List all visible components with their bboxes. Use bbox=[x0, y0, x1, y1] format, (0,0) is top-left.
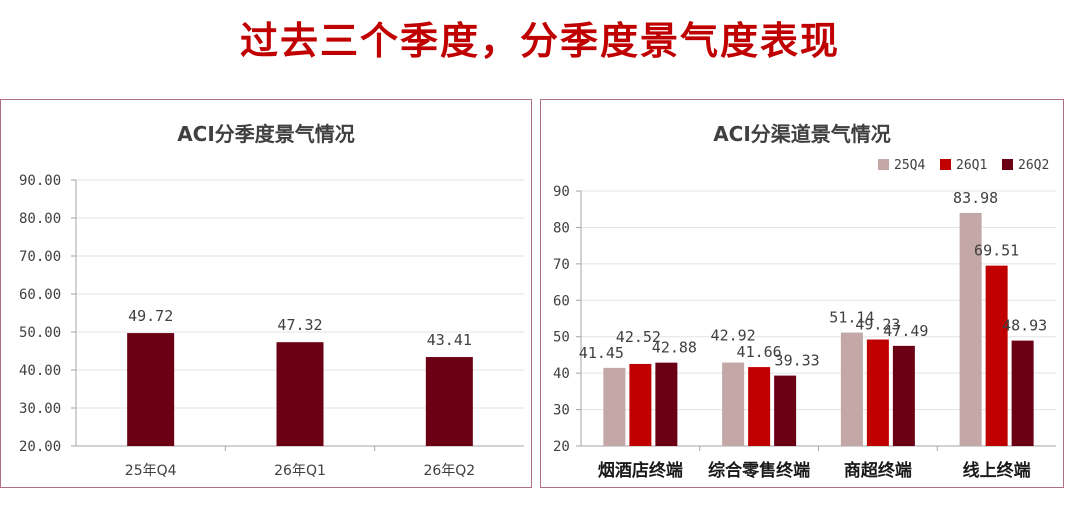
bar bbox=[629, 363, 652, 446]
y-tick-label: 60 bbox=[553, 293, 570, 309]
x-tick-label: 25年Q4 bbox=[125, 463, 177, 479]
bar bbox=[1011, 340, 1034, 446]
data-label: 48.93 bbox=[1002, 317, 1047, 335]
data-label: 41.45 bbox=[579, 344, 624, 362]
bar bbox=[892, 345, 915, 446]
bar bbox=[655, 362, 678, 446]
legend-swatch bbox=[878, 159, 889, 170]
bar bbox=[425, 357, 473, 446]
data-label: 47.49 bbox=[883, 322, 928, 340]
y-tick-label: 20.00 bbox=[19, 439, 61, 455]
quarterly-aci-chart-panel: ACI分季度景气情况 20.00 30.00 40.00 50.00 60.00 70.0… bbox=[0, 99, 532, 488]
quarterly-aci-chart: 20.00 30.00 40.00 50.00 60.00 70.00 80.00 90.00… bbox=[19, 173, 524, 479]
bar bbox=[722, 362, 745, 446]
data-label: 42.88 bbox=[652, 339, 697, 357]
y-tick-label: 20 bbox=[553, 439, 570, 455]
page-title: 过去三个季度，分季度景气度表现 bbox=[239, 19, 840, 63]
data-label: 47.32 bbox=[277, 316, 322, 334]
bar bbox=[985, 265, 1008, 446]
bar bbox=[603, 367, 626, 446]
channel-aci-chart-panel: ACI分渠道景气情况 20 30 40 50 60 70 80 90 25Q4 26Q1 26Q2 4… bbox=[540, 99, 1064, 488]
bar bbox=[866, 339, 889, 446]
data-label: 41.66 bbox=[737, 343, 782, 361]
y-tick-label: 40 bbox=[553, 366, 570, 382]
y-tick-label: 70.00 bbox=[19, 249, 61, 265]
chart-title: ACI分渠道景气情况 bbox=[713, 122, 891, 146]
bar bbox=[959, 212, 982, 446]
legend-swatch bbox=[1002, 159, 1013, 170]
y-tick-label: 50.00 bbox=[19, 325, 61, 341]
bar bbox=[774, 375, 797, 446]
y-tick-label: 70 bbox=[553, 257, 570, 273]
chart-title: ACI分季度景气情况 bbox=[177, 122, 355, 146]
bar bbox=[127, 333, 175, 446]
y-tick-label: 30.00 bbox=[19, 401, 61, 417]
data-label: 49.72 bbox=[128, 307, 173, 325]
data-label: 39.33 bbox=[775, 352, 820, 370]
x-tick-label: 线上终端 bbox=[963, 460, 1031, 481]
data-label: 42.92 bbox=[711, 327, 756, 345]
x-tick-label: 综合零售终端 bbox=[708, 460, 810, 481]
bar bbox=[748, 367, 771, 446]
y-tick-label: 90 bbox=[553, 184, 570, 200]
y-tick-label: 30 bbox=[553, 403, 570, 419]
y-tick-label: 60.00 bbox=[19, 287, 61, 303]
x-tick-label: 烟酒店终端 bbox=[598, 460, 683, 481]
y-tick-label: 40.00 bbox=[19, 363, 61, 379]
y-tick-label: 50 bbox=[553, 330, 570, 346]
legend-label: 26Q2 bbox=[1018, 158, 1049, 173]
data-label: 43.41 bbox=[427, 331, 472, 349]
legend-swatch bbox=[940, 159, 951, 170]
data-label: 49.23 bbox=[855, 316, 900, 334]
legend-label: 26Q1 bbox=[956, 158, 987, 173]
data-label: 42.52 bbox=[616, 328, 661, 346]
data-label: 51.14 bbox=[829, 309, 874, 327]
y-tick-label: 90.00 bbox=[19, 173, 61, 189]
bar bbox=[840, 332, 863, 446]
legend-label: 25Q4 bbox=[894, 158, 925, 173]
y-tick-label: 80.00 bbox=[19, 211, 61, 227]
data-label: 83.98 bbox=[953, 189, 998, 207]
x-tick-label: 26年Q2 bbox=[423, 463, 475, 479]
x-tick-label: 26年Q1 bbox=[274, 463, 326, 479]
bar bbox=[276, 342, 324, 446]
y-tick-label: 80 bbox=[553, 220, 570, 236]
x-tick-label: 商超终端 bbox=[844, 460, 912, 481]
data-label: 69.51 bbox=[974, 242, 1019, 260]
